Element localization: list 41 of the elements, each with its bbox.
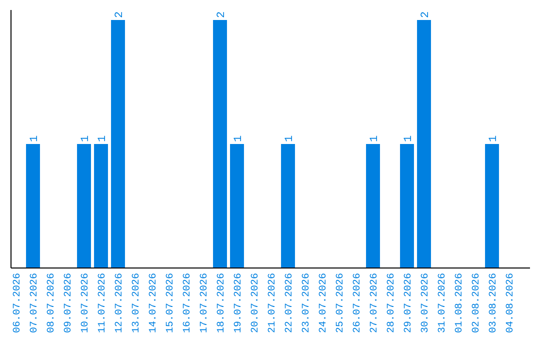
x-tick-label: 07.07.2026	[30, 273, 40, 334]
x-tick-label: 14.07.2026	[148, 273, 160, 334]
x-tick-label: 11.07.2026	[98, 273, 108, 334]
data-label: 1	[233, 135, 245, 142]
x-tick-label: 03.08.2026	[488, 273, 500, 334]
x-tick-label: 22.07.2026	[284, 273, 296, 334]
x-tick-label: 27.07.2026	[370, 273, 380, 334]
x-tick-label: 19.07.2026	[234, 273, 244, 334]
data-label: 2	[420, 11, 432, 18]
data-label: 1	[29, 135, 41, 142]
data-label: 2	[216, 11, 228, 18]
x-tick-label: 15.07.2026	[166, 273, 176, 334]
data-label: 1	[284, 135, 296, 142]
x-tick-label: 10.07.2026	[80, 273, 92, 334]
x-tick-label: 30.07.2026	[420, 273, 432, 334]
x-tick-label: 25.07.2026	[336, 273, 346, 334]
x-tick-label: 06.07.2026	[12, 273, 24, 334]
x-tick-label: 26.07.2026	[352, 273, 364, 334]
data-label: 1	[369, 135, 381, 142]
x-tick-label: 29.07.2026	[404, 273, 414, 334]
x-tick-label: 20.07.2026	[250, 273, 262, 334]
x-tick-label: 02.08.2026	[472, 273, 482, 334]
x-tick-label: 04.08.2026	[506, 273, 516, 334]
data-label: 1	[80, 135, 92, 142]
x-tick-label: 28.07.2026	[386, 273, 398, 334]
x-tick-label: 31.07.2026	[438, 273, 448, 334]
x-tick-label: 01.08.2026	[454, 273, 466, 334]
data-label: 1	[97, 135, 109, 142]
x-tick-label: 24.07.2026	[318, 273, 330, 334]
x-tick-label: 13.07.2026	[132, 273, 142, 334]
x-tick-label: 23.07.2026	[302, 273, 312, 334]
x-tick-label: 18.07.2026	[216, 273, 228, 334]
x-tick-label: 08.07.2026	[46, 273, 58, 334]
data-label: 1	[488, 135, 500, 142]
data-label: 1	[403, 135, 415, 142]
x-tick-label: 09.07.2026	[64, 273, 74, 334]
x-tick-label: 16.07.2026	[182, 273, 194, 334]
x-tick-label: 21.07.2026	[268, 273, 278, 334]
data-label: 2	[114, 11, 126, 18]
x-tick-label: 17.07.2026	[200, 273, 210, 334]
x-tick-label: 12.07.2026	[114, 273, 126, 334]
